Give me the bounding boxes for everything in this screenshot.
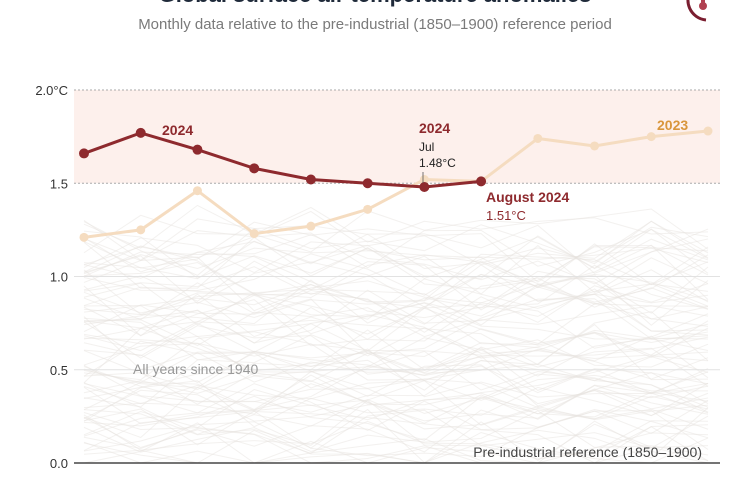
background-year-line: [83, 383, 709, 430]
background-year-line: [83, 269, 709, 325]
background-year-line: [83, 346, 709, 391]
data-point-2023-Jul: [419, 175, 429, 185]
data-point-2024-Jun: [362, 178, 373, 189]
background-year-line: [83, 305, 709, 347]
data-point-2023-Dec: [703, 126, 713, 136]
background-year-line: [83, 256, 709, 312]
data-point-2024-Aug: [476, 176, 487, 187]
background-year-line: [83, 282, 709, 335]
series-line-2024: [83, 131, 482, 189]
background-year-line: [83, 399, 709, 453]
data-point-2023-Feb: [136, 225, 146, 235]
background-year-line: [83, 349, 709, 395]
y-tick-label: 2.0°C: [35, 83, 68, 98]
background-year-line: [83, 409, 709, 460]
background-year-line: [83, 399, 709, 449]
background-year-line: [83, 255, 709, 308]
background-year-line: [83, 370, 709, 417]
data-point-2023-Mar: [192, 186, 202, 196]
data-point-2024-Apr: [249, 163, 260, 174]
background-year-line: [83, 253, 709, 303]
chart-title: Global surface air temperature anomalies: [0, 0, 750, 8]
background-year-line: [83, 294, 709, 340]
series-line-2023: [83, 129, 709, 239]
background-year-line: [83, 220, 709, 269]
background-year-line: [83, 204, 709, 249]
data-point-2023-Apr: [249, 229, 259, 239]
background-year-line: [83, 333, 709, 377]
jul-annotation-value: 1.48°C: [419, 156, 456, 170]
series-label-2023: 2023: [657, 117, 688, 133]
data-point-2024-Jul: [419, 181, 430, 192]
data-point-2024-May: [305, 174, 316, 185]
threshold-band: [74, 90, 720, 184]
background-year-line: [83, 236, 709, 290]
background-year-line: [83, 323, 709, 381]
background-year-line: [83, 210, 709, 266]
background-year-line: [83, 317, 709, 364]
background-year-line: [83, 410, 709, 456]
background-year-line: [83, 233, 709, 283]
background-year-line: [83, 386, 709, 439]
background-year-line: [83, 277, 709, 325]
background-year-line: [83, 260, 709, 314]
y-tick-label: 1.5: [50, 176, 68, 191]
background-year-line: [83, 228, 709, 269]
background-year-line: [83, 348, 709, 400]
chart-subtitle: Monthly data relative to the pre-industr…: [138, 16, 612, 33]
background-year-line: [83, 305, 709, 356]
data-point-2023-Sep: [533, 133, 543, 143]
background-year-line: [83, 302, 709, 349]
aug-annotation-value: 1.51°C: [486, 208, 526, 223]
data-point-2023-Jan: [79, 232, 89, 242]
data-point-2023-May: [306, 221, 316, 231]
background-year-line: [83, 273, 709, 326]
background-year-line: [83, 244, 709, 300]
background-year-line: [83, 337, 709, 377]
background-label: All years since 1940: [133, 361, 259, 377]
data-point-2023-Oct: [590, 141, 600, 151]
background-year-line: [83, 208, 709, 254]
background-year-line: [83, 424, 709, 464]
background-year-line: [83, 243, 709, 299]
y-tick-label: 1.0: [50, 270, 68, 285]
background-year-line: [83, 340, 709, 382]
background-year-line: [83, 234, 709, 285]
data-point-2024-Jan: [79, 148, 89, 159]
background-year-line: [83, 262, 709, 309]
data-point-2023-Nov: [646, 132, 656, 142]
thermometer-logo-icon: [686, 0, 707, 22]
series-label-2024: 2024: [162, 122, 193, 138]
background-year-line: [83, 311, 709, 366]
y-tick-label: 0.5: [50, 363, 68, 378]
jul-annotation-month: Jul: [419, 140, 434, 154]
data-point-2024-Feb: [135, 127, 146, 138]
background-year-line: [83, 322, 709, 359]
background-year-line: [83, 380, 709, 430]
data-point-2024-Mar: [192, 144, 203, 155]
background-year-line: [83, 421, 709, 464]
data-point-2023-Jun: [363, 204, 373, 214]
background-year-line: [83, 359, 709, 413]
background-year-line: [83, 348, 709, 394]
aug-annotation-title: August 2024: [486, 189, 569, 205]
background-year-line: [83, 380, 709, 428]
jul-annotation-year: 2024: [419, 120, 450, 136]
baseline-label: Pre-industrial reference (1850–1900): [473, 444, 702, 460]
background-year-line: [83, 395, 709, 441]
background-year-line: [83, 428, 709, 464]
y-tick-label: 0.0: [50, 456, 68, 471]
background-year-line: [83, 218, 709, 265]
background-year-line: [83, 407, 709, 464]
